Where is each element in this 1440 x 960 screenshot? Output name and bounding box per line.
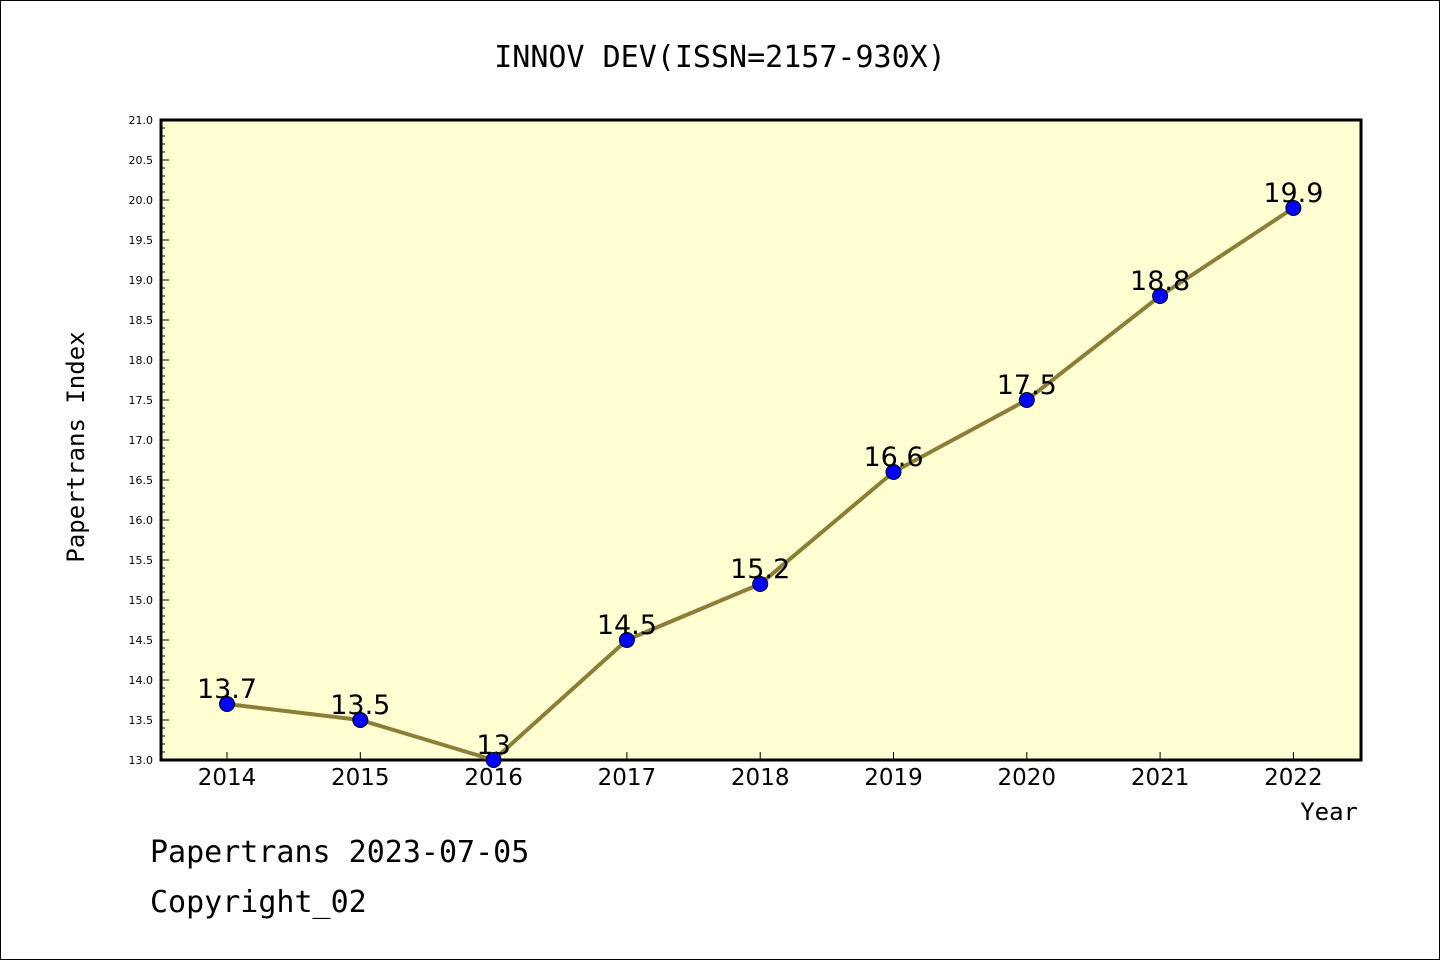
data-label: 17.5 [997, 370, 1057, 401]
y-tick-label: 18.0 [129, 354, 154, 367]
y-tick-label: 17.5 [129, 394, 154, 407]
data-point [752, 576, 769, 592]
y-axis-label: Papertrans Index [62, 331, 90, 562]
data-label: 18.8 [1130, 266, 1190, 297]
plot-area [159, 118, 1363, 762]
y-tick-label: 19.5 [129, 234, 154, 247]
chart-title: INNOV DEV(ISSN=2157-930X) [494, 40, 946, 75]
y-tick-label: 14.5 [129, 634, 154, 647]
data-label: 13 [476, 730, 510, 761]
data-point [352, 712, 369, 728]
y-tick-label: 13.5 [129, 714, 154, 727]
data-point [885, 464, 902, 480]
data-point [219, 696, 235, 712]
y-tick-label: 19.0 [129, 274, 154, 287]
y-tick-label: 15.0 [129, 594, 154, 607]
series-markers [219, 200, 1302, 768]
y-axis: 13.0 13.5 14.0 14.5 15.0 15.5 16.0 16.5 17.0 17.5… [129, 114, 169, 767]
x-axis-label: Year [1300, 798, 1358, 826]
x-tick-label: 2016 [464, 765, 523, 791]
y-tick-label: 13.0 [129, 754, 154, 767]
data-label: 16.6 [863, 442, 923, 473]
y-tick-label: 20.5 [129, 154, 154, 167]
x-tick-label: 2019 [864, 765, 923, 791]
x-tick-label: 2017 [598, 765, 657, 791]
data-point [485, 752, 502, 768]
data-labels: 13.7 13.5 13 14.5 15.2 16.6 17.5 18.8 19.9 [197, 178, 1324, 761]
data-label: 13.7 [197, 674, 257, 705]
x-tick-label: 2022 [1264, 765, 1323, 791]
data-label: 14.5 [597, 610, 657, 641]
footer-copyright: Copyright_02 [150, 885, 367, 920]
y-tick-label: 21.0 [129, 114, 154, 127]
y-tick-label: 14.0 [129, 674, 154, 687]
data-label: 19.9 [1263, 178, 1323, 209]
x-tick-label: 2020 [998, 765, 1057, 791]
x-tick-label: 2021 [1131, 765, 1190, 791]
data-point [1285, 200, 1302, 216]
data-point [1018, 392, 1035, 408]
x-tick-label: 2018 [731, 765, 790, 791]
footer-date: Papertrans 2023-07-05 [150, 835, 530, 870]
data-point [618, 632, 635, 648]
x-axis: 2014 2015 2016 2017 2018 2019 2020 2021 2022 [198, 752, 1323, 791]
y-tick-label: 17.0 [129, 434, 154, 447]
x-tick-label: 2014 [198, 765, 257, 791]
y-tick-label: 20.0 [129, 194, 154, 207]
data-point [1152, 288, 1169, 304]
data-label: 13.5 [330, 690, 390, 721]
data-label: 15.2 [730, 554, 790, 585]
y-tick-label: 18.5 [129, 314, 154, 327]
y-tick-label: 16.0 [129, 514, 154, 527]
x-tick-label: 2015 [331, 765, 390, 791]
y-tick-label: 15.5 [129, 554, 154, 567]
y-tick-label: 16.5 [129, 474, 154, 487]
